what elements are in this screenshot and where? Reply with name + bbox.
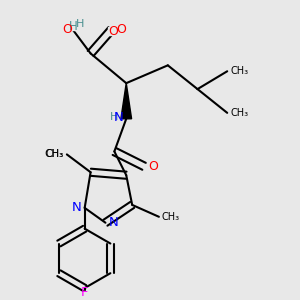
Polygon shape [121,83,132,119]
Text: CH₃: CH₃ [162,212,180,222]
Text: H: H [68,20,77,33]
Text: N: N [72,201,82,214]
Text: H: H [76,20,84,29]
Text: CH₃: CH₃ [230,66,248,76]
Text: CH₃: CH₃ [45,149,64,159]
Text: H: H [110,112,118,122]
Text: CH₃: CH₃ [46,149,64,159]
Text: O: O [62,23,72,36]
Bar [69,23,76,30]
Text: N: N [108,216,118,229]
Text: CH₃: CH₃ [230,108,248,118]
Text: O: O [116,23,126,36]
Text: O: O [148,160,158,173]
Text: N: N [114,111,124,124]
Text: O: O [108,25,118,38]
Text: F: F [81,286,88,299]
Bar [108,28,117,35]
